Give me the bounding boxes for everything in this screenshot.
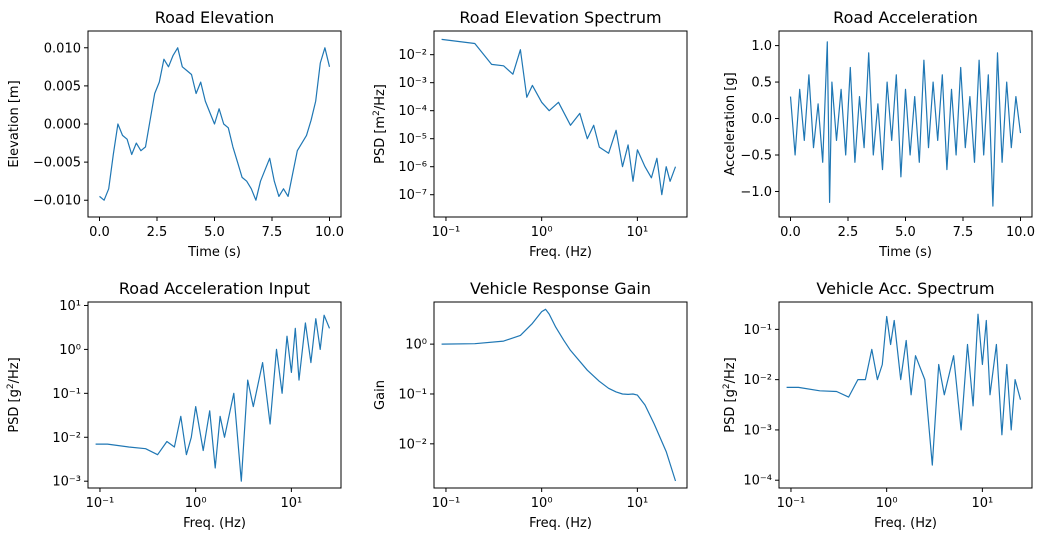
x-tick-label: 10⁻¹: [432, 225, 461, 240]
y-tick-label: 10⁻⁵: [398, 132, 427, 147]
subplot-road-elevation: Road Elevation 0.0 2.5 5.0 7.5 10.0 −0.010 −0.0…: [7, 8, 344, 260]
y-tick-label: −0.010: [33, 194, 81, 209]
x-tick-label: 10¹: [626, 496, 648, 511]
x-tick-label: 2.5: [147, 225, 168, 240]
chart-title: Road Elevation Spectrum: [459, 8, 661, 27]
subplot-vehicle-response-gain: Vehicle Response Gain 10⁻¹ 10⁰ 10¹ 10⁻² 10⁻¹ 1…: [373, 279, 688, 531]
y-tick-label: 10⁻¹: [52, 387, 81, 402]
chart-title: Vehicle Acc. Spectrum: [816, 279, 994, 298]
chart-title: Road Elevation: [155, 8, 275, 27]
chart-title: Road Acceleration: [833, 8, 978, 27]
x-axis-label: Freq. (Hz): [529, 245, 592, 260]
y-tick-label: 0.010: [44, 41, 81, 56]
subplot-vehicle-acc-spectrum: Vehicle Acc. Spectrum 10⁻¹ 10⁰ 10¹ 10⁻⁴ 10⁻³ 1…: [722, 279, 1033, 531]
y-tick-label: 10⁻²: [52, 431, 81, 446]
y-tick-label: 0.000: [44, 118, 81, 133]
y-tick-label: 10⁻⁴: [743, 474, 772, 489]
x-tick-label: 10¹: [626, 225, 648, 240]
x-tick-label: 10⁰: [876, 496, 898, 511]
x-tick-label: 10.0: [1006, 225, 1035, 240]
chart-title: Vehicle Response Gain: [470, 279, 651, 298]
series-line: [441, 38, 677, 196]
x-axis-label: Freq. (Hz): [529, 516, 592, 531]
x-axis-label: Freq. (Hz): [183, 516, 246, 531]
y-tick-label: −0.005: [33, 156, 81, 171]
series-line: [789, 41, 1022, 207]
y-tick-label: 10⁻³: [398, 76, 427, 91]
series-line: [441, 308, 677, 482]
y-tick-label: 10⁻¹: [398, 387, 427, 402]
series-line: [95, 314, 331, 482]
series-line: [99, 47, 331, 201]
y-tick-label: 10⁻²: [398, 437, 427, 452]
x-tick-label: 10⁻¹: [432, 496, 461, 511]
y-tick-label: −1.0: [740, 185, 772, 200]
plot-area: [433, 30, 688, 218]
y-tick-label: 10⁻²: [398, 48, 427, 63]
x-tick-label: 10⁻¹: [86, 496, 115, 511]
x-tick-label: 10¹: [971, 496, 993, 511]
y-tick-label: 10⁻⁷: [398, 188, 427, 203]
y-axis-label: PSD [g2/Hz]: [722, 357, 738, 432]
y-axis-label: Gain: [373, 380, 388, 410]
y-tick-label: 10⁻³: [743, 423, 772, 438]
y-axis-label: Elevation [m]: [7, 80, 22, 167]
x-tick-label: 0.0: [89, 225, 110, 240]
x-tick-label: 2.5: [838, 225, 859, 240]
plot-area: [87, 30, 342, 218]
x-tick-label: 7.5: [262, 225, 283, 240]
x-tick-label: 5.0: [895, 225, 916, 240]
x-tick-label: 10⁰: [531, 496, 553, 511]
y-axis-label: Acceleration [g]: [723, 72, 738, 175]
y-tick-label: 10⁻¹: [743, 323, 772, 338]
y-tick-label: 10⁰: [405, 338, 427, 353]
subplot-road-acceleration-input: Road Acceleration Input 10⁻¹ 10⁰ 10¹ 10⁻³ 10⁻…: [6, 279, 342, 531]
x-axis-label: Time (s): [878, 245, 932, 260]
y-tick-label: 10⁻⁴: [398, 104, 427, 119]
plot-area: [87, 301, 342, 489]
y-tick-label: 10⁻²: [743, 373, 772, 388]
x-tick-label: 10⁰: [185, 496, 207, 511]
x-tick-label: 10¹: [280, 496, 302, 511]
y-tick-label: 0.0: [751, 112, 772, 127]
subplot-road-acceleration: Road Acceleration 0.0 2.5 5.0 7.5 10.0 −1.0 −0.…: [723, 8, 1035, 260]
x-tick-label: 10⁻¹: [777, 496, 806, 511]
y-tick-label: 1.0: [751, 39, 772, 54]
x-tick-label: 10⁰: [531, 225, 553, 240]
subplot-road-elevation-spectrum: Road Elevation Spectrum 10⁻¹ 10⁰ 10¹ 10⁻⁷ 10⁻…: [372, 8, 688, 260]
plot-area: [778, 301, 1033, 489]
x-tick-label: 0.0: [780, 225, 801, 240]
y-axis-label: PSD [g2/Hz]: [6, 357, 22, 432]
plot-area: [778, 30, 1033, 218]
x-tick-label: 10.0: [315, 225, 344, 240]
chart-title: Road Acceleration Input: [119, 279, 310, 298]
plot-area: [433, 301, 688, 489]
series-line: [786, 313, 1022, 466]
x-tick-label: 7.5: [953, 225, 974, 240]
y-tick-label: 0.005: [44, 79, 81, 94]
x-axis-label: Freq. (Hz): [874, 516, 937, 531]
y-tick-label: 10⁻⁶: [398, 160, 427, 175]
y-axis-label: PSD [m2/Hz]: [372, 84, 388, 164]
x-axis-label: Time (s): [187, 245, 241, 260]
x-tick-label: 5.0: [204, 225, 225, 240]
y-tick-label: 10⁰: [59, 343, 81, 358]
y-tick-label: 0.5: [751, 76, 772, 91]
y-tick-label: −0.5: [740, 149, 772, 164]
y-tick-label: 10⁻³: [52, 475, 81, 490]
y-tick-label: 10¹: [59, 299, 81, 314]
